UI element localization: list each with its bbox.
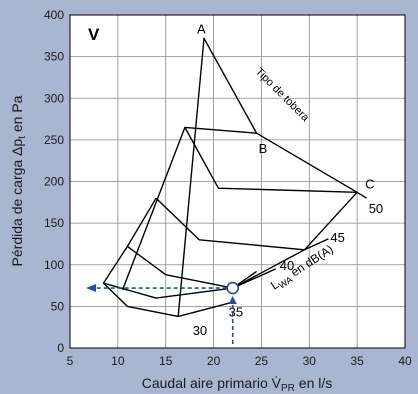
x-axis-label: Caudal aire primario V̇PR en l/s (142, 375, 333, 394)
x-tick-label: 15 (159, 354, 173, 368)
y-tick-label: 150 (44, 216, 64, 230)
x-tick-label: 35 (350, 354, 364, 368)
y-axis-label: Pérdida de carga Δpt en Pa (9, 95, 28, 266)
y-tick-label: 50 (51, 299, 65, 313)
x-tick-label: 10 (111, 354, 125, 368)
noise-level-curve (126, 245, 277, 289)
y-tick-label: 0 (57, 341, 64, 355)
panel-label: V (88, 25, 100, 44)
nozzle-type-label: B (259, 141, 268, 156)
noise-level-label: 30 (193, 323, 207, 338)
example-left-arrowhead (86, 284, 96, 293)
noise-level-label: 50 (369, 201, 383, 216)
x-tick-label: 5 (67, 354, 74, 368)
noise-level-label: 35 (229, 304, 243, 319)
y-tick-label: 200 (44, 175, 64, 189)
nozzle-curve (102, 197, 157, 307)
example-operating-point (226, 281, 240, 295)
noise-level-curve (127, 301, 233, 318)
y-tick-label: 250 (44, 133, 64, 147)
nozzle-type-label: A (197, 21, 206, 36)
x-tick-label: 25 (255, 354, 269, 368)
y-tick-label: 350 (44, 50, 64, 64)
noise-level-curve (184, 127, 368, 199)
nozzle-type-label: C (365, 176, 374, 191)
example-up-arrowhead (228, 296, 237, 305)
x-tick-label: 20 (207, 354, 221, 368)
nozzle-curve (177, 37, 358, 317)
x-tick-label: 30 (303, 354, 317, 368)
plot-frame (69, 14, 406, 349)
noise-level-label: 45 (330, 230, 344, 245)
noise-level-curve (103, 270, 258, 299)
y-tick-label: 400 (44, 8, 64, 22)
noise-level-label: 40 (280, 258, 294, 273)
y-tick-label: 300 (44, 91, 64, 105)
x-tick-label: 40 (398, 354, 412, 368)
noise-level-curves (103, 127, 368, 318)
noise-level-curve (155, 197, 329, 251)
y-tick-label: 100 (44, 258, 64, 272)
